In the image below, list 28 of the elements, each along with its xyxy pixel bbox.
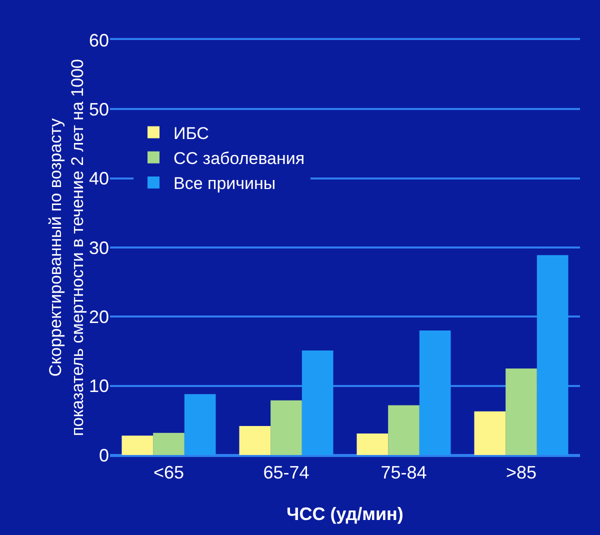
y-tick-label: 10 — [88, 376, 109, 396]
y-tick-label: 0 — [98, 445, 109, 466]
x-axis-title: ЧСС (уд/мин) — [286, 504, 404, 524]
legend-label: СС заболевания — [174, 148, 305, 168]
y-axis-title: Скорректированный по возрасту показатель смертности в течение 2 лет на 1000 — [46, 59, 87, 436]
bar — [122, 436, 154, 455]
bar — [356, 434, 388, 455]
bar — [184, 394, 216, 455]
bar — [419, 330, 451, 455]
y-tick-label: 30 — [88, 238, 109, 258]
x-tick-label: 75-84 — [380, 462, 427, 483]
x-tick-label: <65 — [153, 462, 184, 483]
bar — [536, 255, 568, 455]
legend-label: ИБС — [174, 124, 209, 143]
bar — [302, 350, 334, 455]
bar — [474, 411, 506, 455]
y-tick-label: 40 — [88, 168, 109, 189]
legend-label: Все причины — [174, 174, 276, 194]
bar — [153, 432, 184, 455]
x-tick-label: >85 — [506, 462, 537, 483]
bar — [388, 405, 420, 455]
x-tick-label: 65-74 — [263, 462, 310, 483]
bar — [270, 400, 302, 455]
y-tick-label: 60 — [88, 30, 109, 50]
bar — [239, 426, 271, 455]
bar — [506, 368, 537, 455]
y-tick-label: 20 — [88, 306, 109, 327]
y-tick-label: 50 — [88, 99, 109, 120]
